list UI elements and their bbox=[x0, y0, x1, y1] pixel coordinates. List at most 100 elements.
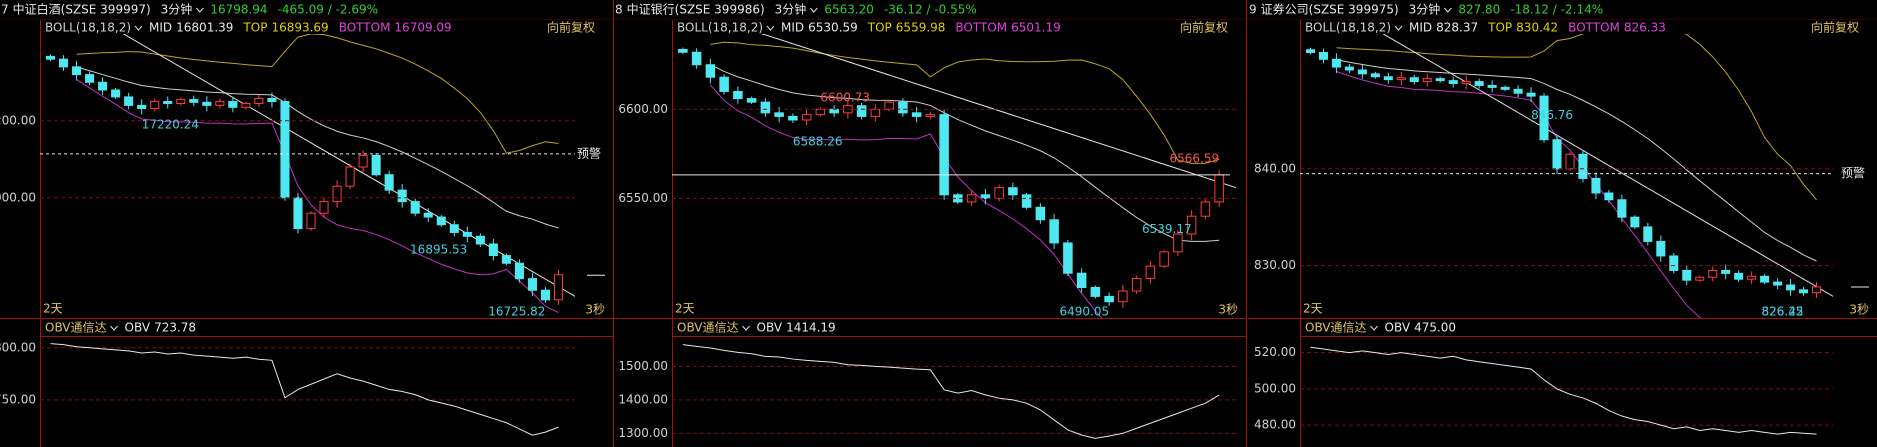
price-annotation: 826.45 bbox=[1762, 305, 1804, 319]
candle bbox=[1630, 216, 1640, 228]
candle bbox=[241, 102, 251, 108]
boll-mid-label: MID bbox=[149, 21, 172, 35]
candle bbox=[267, 97, 277, 103]
candle bbox=[111, 89, 121, 98]
interval-selector[interactable]: 3分钟 bbox=[775, 2, 807, 17]
candle bbox=[1695, 276, 1705, 281]
dropdown-chevron[interactable] bbox=[134, 25, 143, 31]
y-tick-label: 500.00 bbox=[1254, 381, 1296, 395]
y-tick-label: 750.00 bbox=[0, 392, 36, 406]
y-tick-label: 17200.00 bbox=[0, 113, 36, 127]
instrument-name: 证券公司(SZSE 399975) bbox=[1261, 2, 1399, 17]
boll-mid bbox=[710, 64, 1220, 242]
candle bbox=[1747, 275, 1757, 280]
indicator-selector[interactable]: BOLL(18,18,2) bbox=[45, 21, 131, 35]
indicator-selector[interactable]: BOLL(18,18,2) bbox=[677, 21, 763, 35]
candle bbox=[1487, 84, 1497, 88]
candle bbox=[45, 55, 56, 60]
interval-selector[interactable]: 3分钟 bbox=[161, 2, 193, 17]
candle bbox=[1786, 284, 1796, 291]
trend-line bbox=[761, 34, 1236, 189]
dropdown-chevron[interactable] bbox=[1394, 25, 1403, 31]
candle bbox=[202, 101, 212, 106]
candle bbox=[815, 108, 826, 116]
dropdown-chevron[interactable] bbox=[1443, 7, 1452, 13]
boll-mid-label: MID bbox=[781, 21, 804, 35]
price-plot bbox=[678, 34, 1236, 318]
subindicator-selector[interactable]: OBV通信达 bbox=[677, 321, 739, 335]
candle bbox=[58, 58, 69, 68]
adjust-mode[interactable]: 向前复权 bbox=[1180, 20, 1228, 35]
indicator-selector[interactable]: BOLL(18,18,2) bbox=[1305, 21, 1391, 35]
y-tick-label: 830.00 bbox=[1254, 258, 1296, 272]
y-tick-label: 480.00 bbox=[1254, 418, 1296, 432]
candle bbox=[1076, 272, 1087, 288]
candle bbox=[1513, 88, 1523, 94]
candle bbox=[1578, 153, 1588, 179]
dropdown-chevron[interactable] bbox=[1370, 325, 1378, 331]
candle bbox=[540, 289, 551, 301]
candle bbox=[488, 243, 498, 257]
candle bbox=[1186, 215, 1197, 235]
candle bbox=[1104, 295, 1114, 303]
adjust-mode[interactable]: 向前复权 bbox=[1811, 20, 1859, 35]
candle bbox=[1049, 219, 1059, 244]
candle bbox=[1396, 77, 1406, 81]
dropdown-chevron[interactable] bbox=[195, 7, 204, 13]
candle bbox=[911, 112, 922, 117]
candle bbox=[1604, 192, 1614, 201]
candle bbox=[384, 174, 394, 191]
candle bbox=[1526, 92, 1536, 97]
boll-mid-value: 6530.59 bbox=[808, 21, 858, 35]
dropdown-chevron[interactable] bbox=[809, 7, 818, 13]
boll-top-value: 830.42 bbox=[1516, 21, 1558, 35]
interval-selector[interactable]: 3分钟 bbox=[1409, 2, 1441, 17]
candle bbox=[1617, 199, 1627, 218]
dropdown-chevron[interactable] bbox=[766, 25, 775, 31]
price-change: -36.12 / -0.55% bbox=[884, 3, 977, 17]
trend-line bbox=[1382, 34, 1833, 297]
instrument-name: 中证银行(SZSE 399986) bbox=[627, 2, 765, 17]
candle bbox=[1539, 95, 1549, 141]
candle bbox=[72, 66, 82, 76]
candle bbox=[1811, 286, 1822, 294]
candle bbox=[189, 99, 199, 103]
panel-index: 9 bbox=[1249, 3, 1257, 17]
adjust-mode[interactable]: 向前复权 bbox=[547, 20, 595, 35]
price-annotation: 6588.26 bbox=[793, 135, 843, 149]
dropdown-chevron[interactable] bbox=[110, 325, 118, 331]
candle bbox=[1474, 81, 1484, 86]
candle bbox=[1370, 73, 1380, 78]
candle bbox=[1318, 52, 1328, 60]
boll-bottom-value: 16709.09 bbox=[394, 21, 451, 35]
candle bbox=[358, 154, 368, 168]
candle bbox=[1773, 281, 1783, 286]
boll-top-label: TOP bbox=[242, 21, 267, 35]
candle bbox=[1344, 66, 1354, 71]
candle bbox=[856, 105, 867, 117]
y-tick-label: 1300.00 bbox=[618, 426, 668, 440]
candle bbox=[1448, 80, 1458, 85]
candle bbox=[423, 212, 433, 218]
candle bbox=[1422, 78, 1432, 83]
candle bbox=[319, 201, 329, 214]
candle bbox=[85, 74, 95, 83]
boll-upper bbox=[76, 34, 559, 154]
price-change: -465.09 / -2.69% bbox=[278, 3, 378, 17]
time-span: 2天 bbox=[675, 302, 695, 316]
dropdown-chevron[interactable] bbox=[742, 325, 750, 331]
subindicator-selector[interactable]: OBV通信达 bbox=[45, 321, 107, 335]
y-tick-label: 6600.00 bbox=[618, 102, 668, 116]
candle bbox=[939, 114, 949, 196]
candle bbox=[1305, 49, 1316, 54]
candle bbox=[1131, 278, 1142, 292]
candle bbox=[1682, 269, 1692, 281]
boll-bottom-value: 6501.19 bbox=[1011, 21, 1061, 35]
boll-mid-value: 828.37 bbox=[1436, 21, 1478, 35]
boll-bottom-label: BOTTOM bbox=[1568, 21, 1620, 35]
candle bbox=[371, 154, 381, 176]
subindicator-selector[interactable]: OBV通信达 bbox=[1305, 321, 1367, 335]
price-plot bbox=[45, 34, 575, 314]
candle bbox=[228, 101, 238, 108]
